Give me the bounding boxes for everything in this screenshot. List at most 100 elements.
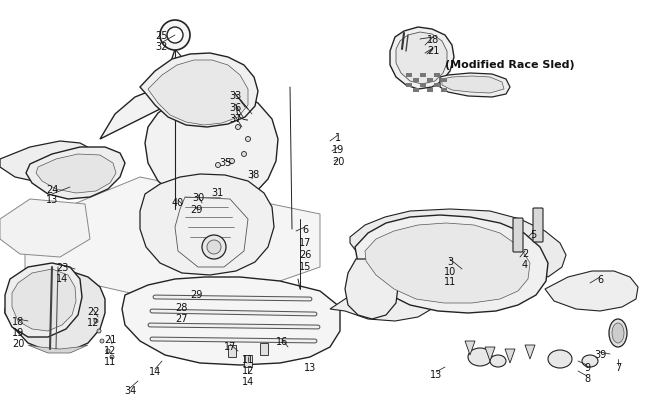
Circle shape (235, 125, 240, 130)
Text: 17: 17 (299, 237, 311, 247)
Text: 1: 1 (335, 133, 341, 143)
Bar (406, 74, 412, 78)
FancyBboxPatch shape (533, 209, 543, 243)
Polygon shape (100, 84, 278, 205)
Text: 22: 22 (86, 306, 99, 316)
Text: 37: 37 (229, 114, 241, 124)
Polygon shape (440, 74, 510, 98)
Ellipse shape (468, 348, 492, 366)
Text: 8: 8 (584, 373, 590, 383)
Text: 20: 20 (332, 157, 344, 166)
Text: 18: 18 (12, 316, 24, 326)
Polygon shape (122, 277, 340, 365)
Bar (420, 84, 426, 88)
Text: 12: 12 (104, 345, 116, 355)
Ellipse shape (548, 350, 572, 368)
Text: 23: 23 (56, 262, 68, 272)
Polygon shape (442, 77, 504, 94)
Circle shape (100, 339, 104, 343)
Text: (Modified Race Sled): (Modified Race Sled) (445, 60, 575, 70)
Polygon shape (148, 61, 248, 126)
Text: 36: 36 (229, 103, 241, 113)
Polygon shape (140, 54, 258, 128)
Circle shape (106, 349, 110, 353)
Bar (406, 84, 412, 88)
Polygon shape (28, 345, 88, 353)
Text: 18: 18 (427, 35, 439, 45)
Text: 6: 6 (597, 274, 603, 284)
Circle shape (216, 163, 220, 168)
Polygon shape (140, 175, 274, 275)
Text: 21: 21 (427, 46, 439, 56)
Circle shape (229, 159, 235, 164)
Polygon shape (12, 269, 76, 331)
Ellipse shape (612, 323, 624, 343)
Text: 24: 24 (46, 185, 58, 194)
Text: 39: 39 (594, 349, 606, 359)
Polygon shape (390, 28, 454, 90)
Text: 12: 12 (242, 365, 254, 375)
Text: 34: 34 (124, 385, 136, 395)
Text: 2: 2 (522, 248, 528, 258)
Bar (413, 89, 419, 93)
Text: 14: 14 (56, 273, 68, 283)
Text: 19: 19 (332, 145, 344, 155)
Polygon shape (525, 345, 535, 359)
Text: 13: 13 (46, 194, 58, 205)
Circle shape (242, 152, 246, 157)
Text: 25: 25 (155, 31, 167, 41)
Text: 6: 6 (302, 224, 308, 234)
Polygon shape (345, 259, 398, 319)
FancyBboxPatch shape (513, 218, 523, 252)
Text: 14: 14 (149, 366, 161, 376)
Polygon shape (355, 215, 548, 313)
Ellipse shape (609, 319, 627, 347)
Circle shape (94, 319, 98, 323)
Bar (434, 84, 440, 88)
Circle shape (160, 21, 190, 51)
Polygon shape (350, 209, 566, 277)
Circle shape (207, 241, 221, 254)
Polygon shape (25, 177, 320, 309)
Bar (427, 79, 433, 83)
Polygon shape (545, 271, 638, 311)
Bar (427, 89, 433, 93)
Polygon shape (485, 347, 495, 361)
Ellipse shape (582, 355, 598, 367)
Bar (441, 79, 447, 83)
Text: 16: 16 (276, 336, 288, 346)
Text: 17: 17 (224, 341, 236, 351)
Bar (420, 74, 426, 78)
Text: 30: 30 (192, 192, 204, 202)
Text: 13: 13 (304, 362, 316, 372)
Polygon shape (465, 341, 475, 355)
Text: 35: 35 (219, 158, 231, 168)
Bar (413, 79, 419, 83)
Circle shape (246, 137, 250, 142)
Circle shape (167, 28, 183, 44)
Text: 10: 10 (444, 266, 456, 276)
Polygon shape (0, 200, 90, 257)
Circle shape (110, 355, 114, 359)
Text: 26: 26 (299, 249, 311, 259)
Text: 32: 32 (155, 42, 167, 52)
Text: 12: 12 (87, 317, 99, 327)
Polygon shape (36, 155, 116, 194)
Text: 11: 11 (444, 276, 456, 286)
Text: 11: 11 (242, 354, 254, 364)
Text: 4: 4 (522, 259, 528, 269)
Circle shape (97, 329, 101, 333)
Bar (260, 343, 268, 355)
Text: 31: 31 (211, 188, 223, 198)
Text: 14: 14 (242, 376, 254, 386)
Polygon shape (505, 349, 515, 363)
Text: 19: 19 (12, 327, 24, 337)
Polygon shape (330, 285, 435, 321)
Ellipse shape (490, 355, 506, 367)
Text: 38: 38 (247, 170, 259, 179)
Circle shape (202, 235, 226, 259)
Polygon shape (5, 269, 105, 351)
Text: 11: 11 (104, 356, 116, 366)
Text: 33: 33 (229, 91, 241, 101)
Text: 20: 20 (12, 338, 24, 348)
